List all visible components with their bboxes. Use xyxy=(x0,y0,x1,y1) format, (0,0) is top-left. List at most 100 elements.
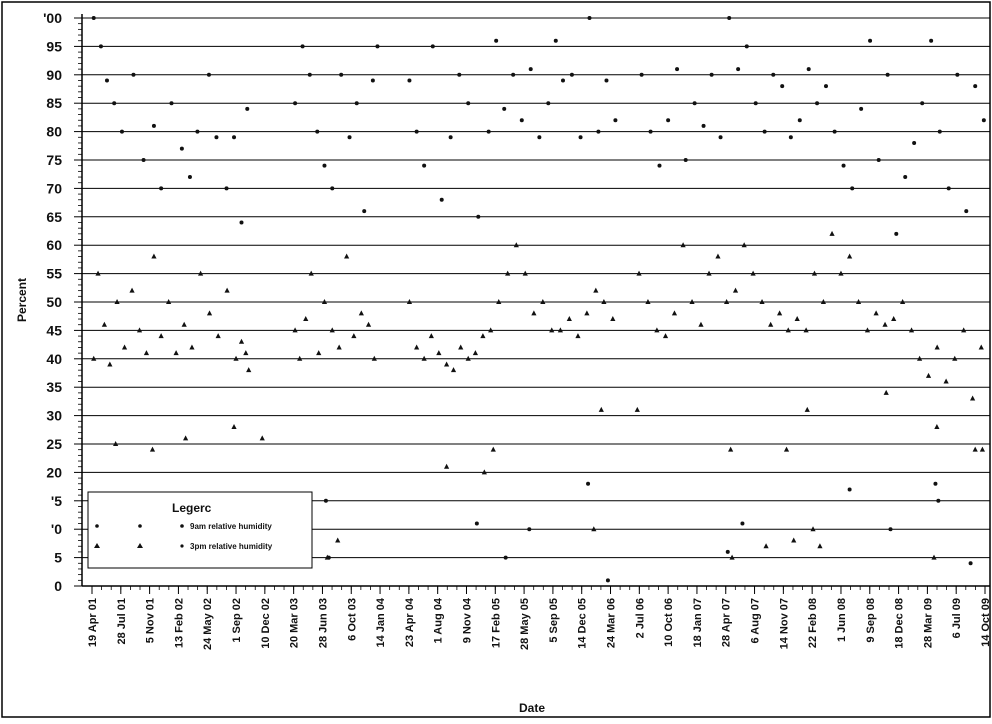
point-3pm xyxy=(472,350,479,356)
point-3pm xyxy=(158,333,164,339)
point-9am xyxy=(920,101,925,106)
point-9am xyxy=(912,140,917,145)
x-tick-label: 5 Sep 05 xyxy=(548,598,560,643)
y-tick-label: '5 xyxy=(51,493,62,509)
point-9am xyxy=(797,118,802,123)
point-9am xyxy=(981,118,986,123)
point-9am xyxy=(323,498,328,503)
x-tick-label: 1 Aug 04 xyxy=(433,597,445,643)
point-9am xyxy=(894,231,899,236)
point-9am xyxy=(604,78,609,83)
point-3pm xyxy=(917,355,923,361)
point-3pm xyxy=(351,333,357,339)
point-9am xyxy=(701,123,706,128)
point-9am xyxy=(613,118,618,123)
point-9am xyxy=(868,38,873,43)
point-9am xyxy=(347,135,352,140)
x-tick-label: 18 Jan 07 xyxy=(692,598,704,648)
x-tick-label: 28 Jul 01 xyxy=(116,598,128,644)
point-3pm xyxy=(979,446,986,452)
point-9am xyxy=(903,175,908,180)
y-tick-label: 80 xyxy=(46,124,62,140)
point-9am xyxy=(546,101,551,106)
point-9am xyxy=(206,72,211,77)
point-9am xyxy=(841,163,846,168)
point-9am xyxy=(815,101,820,106)
point-3pm xyxy=(95,270,101,276)
point-3pm xyxy=(972,446,978,452)
point-9am xyxy=(876,158,881,162)
legend-marker-dot xyxy=(180,524,184,528)
point-9am xyxy=(762,129,767,134)
point-3pm xyxy=(329,327,335,333)
point-9am xyxy=(407,78,412,83)
x-tick-label: 13 Feb 02 xyxy=(173,598,185,648)
y-tick-label: 70 xyxy=(46,180,62,196)
point-9am xyxy=(657,163,662,168)
point-9am xyxy=(560,78,565,83)
point-3pm xyxy=(183,435,189,441)
point-3pm xyxy=(768,321,774,327)
y-tick-label: 95 xyxy=(46,38,62,54)
y-tick-label: 45 xyxy=(46,322,62,338)
point-3pm xyxy=(810,526,816,532)
point-3pm xyxy=(149,446,156,452)
point-3pm xyxy=(680,242,686,248)
point-3pm xyxy=(444,463,450,469)
point-9am xyxy=(569,72,574,77)
point-9am xyxy=(486,129,491,134)
point-3pm xyxy=(233,355,239,361)
x-tick-label: 14 Dec 05 xyxy=(577,598,589,649)
point-3pm xyxy=(358,310,364,316)
point-3pm xyxy=(490,446,496,452)
point-9am xyxy=(936,498,941,503)
point-9am xyxy=(293,101,298,106)
point-9am xyxy=(239,220,244,225)
point-9am xyxy=(375,44,380,49)
point-3pm xyxy=(728,446,734,452)
legend-entry-9am: 9am relative humidity xyxy=(95,522,272,531)
legend-box xyxy=(87,491,313,569)
point-3pm xyxy=(114,299,120,304)
point-3pm xyxy=(231,423,237,429)
x-tick-label: 10 Oct 06 xyxy=(663,598,675,647)
point-3pm xyxy=(783,446,790,452)
point-3pm xyxy=(465,355,471,361)
point-3pm xyxy=(540,299,546,304)
point-3pm xyxy=(488,327,494,333)
y-tick-label: 35 xyxy=(46,379,62,395)
y-tick-label: '00 xyxy=(43,10,62,26)
point-9am xyxy=(511,72,516,77)
point-3pm xyxy=(820,299,826,304)
point-9am xyxy=(587,16,592,20)
y-tick-label: 30 xyxy=(46,408,62,424)
point-3pm xyxy=(496,299,502,304)
x-axis-label: Date xyxy=(519,701,545,715)
point-9am xyxy=(519,118,524,123)
x-tick-label: 28 Mar 09 xyxy=(922,598,934,648)
x-tick-label: 9 Nov 04 xyxy=(461,597,473,643)
x-tick-label: 2 Jul 06 xyxy=(634,598,646,638)
point-3pm xyxy=(513,242,519,248)
point-3pm xyxy=(777,310,783,316)
point-3pm xyxy=(847,253,853,259)
point-9am xyxy=(740,521,745,526)
legend-marker-triangle xyxy=(94,543,100,548)
y-tick-label: 90 xyxy=(46,67,62,83)
point-9am xyxy=(98,44,103,49)
point-3pm xyxy=(414,344,420,350)
point-9am xyxy=(315,129,320,134)
point-9am xyxy=(847,487,852,492)
point-9am xyxy=(736,67,741,72)
point-3pm xyxy=(421,355,427,361)
y-tick-label: '0 xyxy=(51,521,62,537)
point-9am xyxy=(780,84,785,89)
point-3pm xyxy=(882,321,888,327)
point-3pm xyxy=(931,554,937,560)
point-3pm xyxy=(925,372,932,378)
point-9am xyxy=(692,101,697,106)
point-3pm xyxy=(151,253,157,259)
point-3pm xyxy=(297,355,303,361)
x-tick-label: 14 Oct 09 xyxy=(980,598,992,647)
